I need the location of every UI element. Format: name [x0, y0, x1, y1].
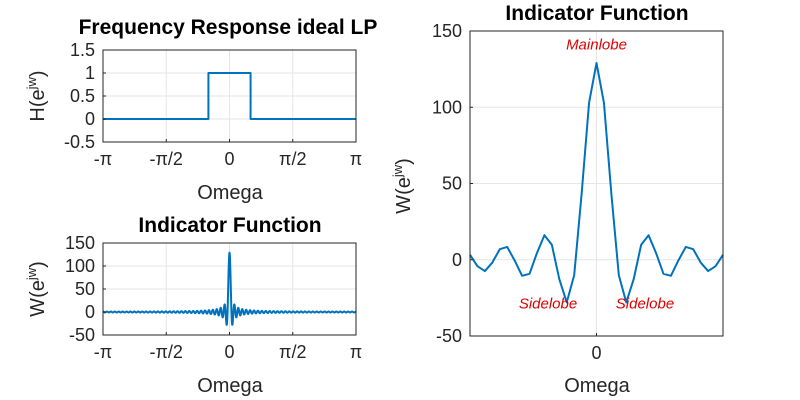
- x-tick-label: 0: [224, 149, 234, 169]
- indicator-small-title: Indicator Function: [138, 214, 321, 237]
- y-tick-label: -0.5: [64, 132, 95, 152]
- y-tick-label: 1: [85, 63, 95, 83]
- freq-response-xlabel: Omega: [197, 182, 263, 204]
- x-tick-label: 0: [224, 342, 234, 362]
- x-tick-label: π/2: [279, 342, 306, 362]
- x-tick-label: -π/2: [150, 149, 183, 169]
- indicator-small-ylabel: W(ejw): [24, 261, 49, 317]
- x-tick-label: -π: [94, 149, 112, 169]
- y-tick-label: 50: [442, 174, 462, 194]
- freq-response-title: Frequency Response ideal LP: [79, 16, 378, 39]
- series-line: [102, 251, 357, 326]
- x-tick-label: π/2: [279, 149, 306, 169]
- y-tick-label: 0: [85, 302, 95, 322]
- y-tick-label: -50: [436, 326, 462, 346]
- annotation-label: Sidelobe: [616, 296, 674, 313]
- y-tick-label: 50: [75, 279, 95, 299]
- y-tick-label: 150: [432, 21, 462, 41]
- freq-response-ylabel: H(ejw): [24, 70, 49, 121]
- x-tick-label: 0: [591, 343, 601, 363]
- y-tick-label: 1.5: [70, 40, 95, 60]
- y-tick-label: 0: [85, 109, 95, 129]
- indicator-zoom-panel: Indicator Function 0 -50 0 50 100 150 Mainlob…: [390, 2, 724, 397]
- y-tick-label: 100: [65, 256, 95, 276]
- y-tick-label: 100: [432, 97, 462, 117]
- freq-response-panel: Frequency Response ideal LP -π -π/2 0 π/2 π -…: [24, 16, 377, 204]
- x-tick-label: -π: [94, 342, 112, 362]
- x-tick-label: -π/2: [150, 342, 183, 362]
- y-tick-label: -50: [69, 325, 95, 345]
- y-tick-label: 0: [452, 250, 462, 270]
- x-tick-label: π: [350, 149, 362, 169]
- indicator-zoom-xlabel: Omega: [564, 375, 630, 397]
- y-tick-label: 0.5: [70, 86, 95, 106]
- indicator-small-xlabel: Omega: [197, 375, 263, 397]
- annotation-label: Sidelobe: [519, 296, 577, 313]
- x-tick-label: π: [350, 342, 362, 362]
- annotation-label: Mainlobe: [566, 36, 627, 53]
- series-line: [469, 62, 724, 304]
- indicator-zoom-ylabel: W(ejw): [390, 158, 415, 214]
- indicator-small-panel: Indicator Function -π -π/2 0 π/2 π -50 0 50 100 1…: [24, 214, 362, 397]
- y-tick-label: 150: [65, 233, 95, 253]
- indicator-zoom-title: Indicator Function: [505, 2, 688, 25]
- series-line: [103, 72, 356, 120]
